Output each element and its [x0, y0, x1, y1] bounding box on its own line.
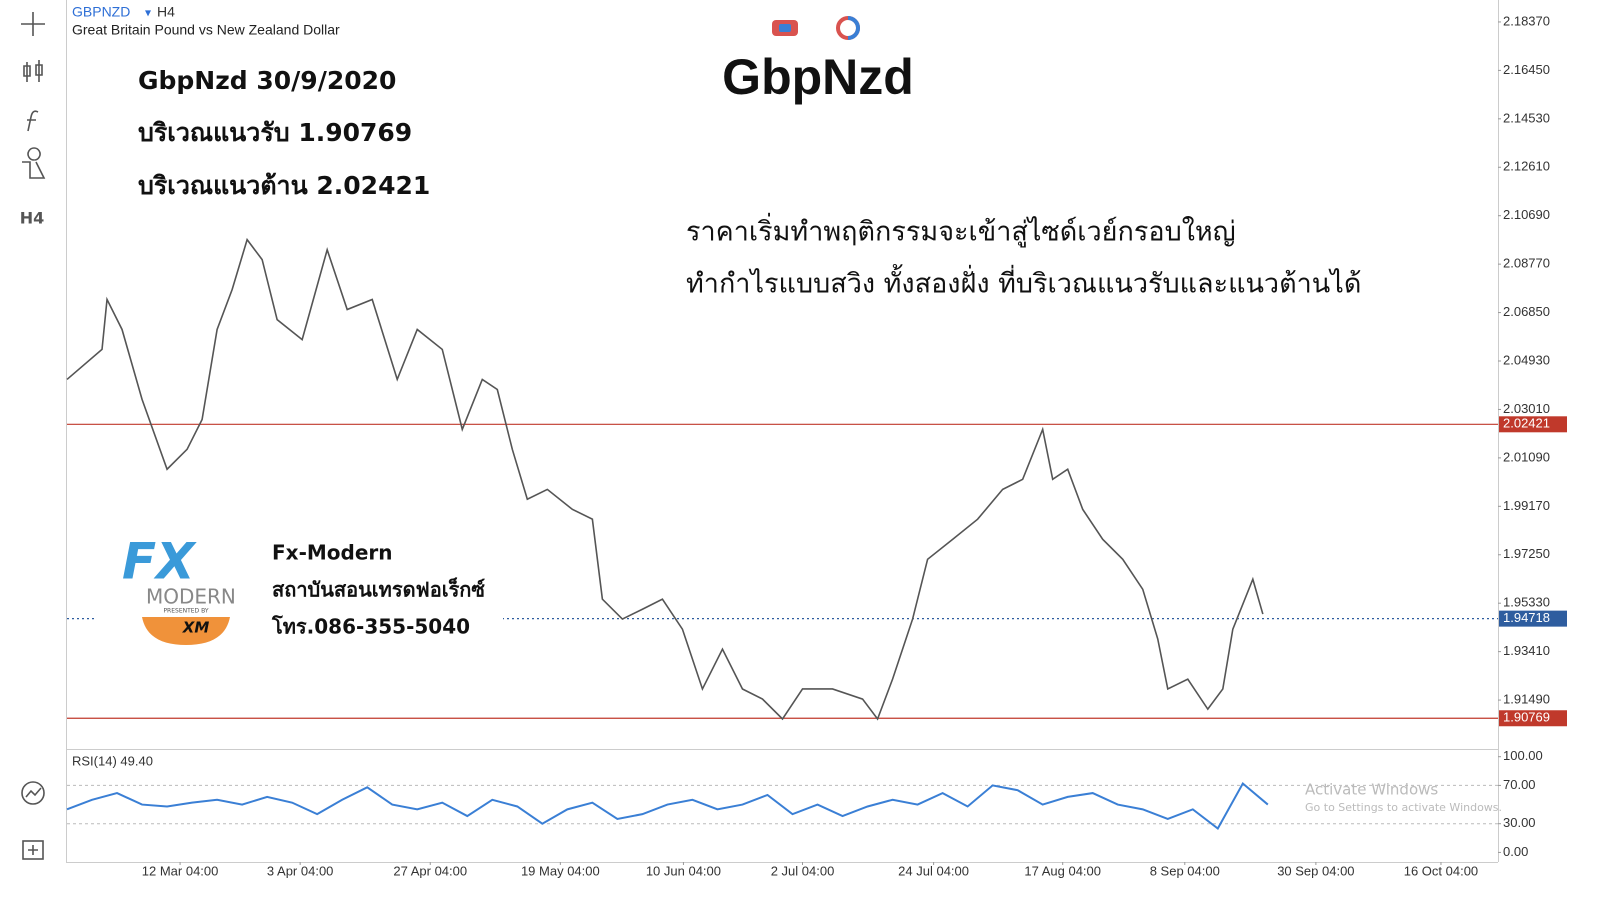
logo-phone: โทร.086-355-5040 [271, 615, 470, 639]
timeframe-button[interactable]: H4 [20, 209, 45, 228]
y-tick-label: 2.08770 [1503, 256, 1550, 271]
header-timeframe: H4 [157, 4, 175, 20]
y-tick-label: 30.00 [1503, 815, 1536, 830]
x-tick-label: 2 Jul 04:00 [771, 863, 835, 878]
x-tick-label: 24 Jul 04:00 [898, 863, 969, 878]
y-tick-label: 2.10690 [1503, 207, 1550, 222]
note-line2: ทำกำไรแบบสวิง ทั้งสองฝั่ง ที่บริเวณแนวรั… [686, 264, 1361, 300]
y-tick-label: 70.00 [1503, 777, 1536, 792]
clock-icon-half [847, 16, 860, 40]
y-tick-label: 1.99170 [1503, 498, 1550, 513]
price-level-tag [1499, 610, 1567, 627]
swap-icon-inner [779, 24, 791, 32]
watermark-line2: Go to Settings to activate Windows. [1305, 801, 1502, 814]
y-tick-label: 1.95330 [1503, 595, 1550, 610]
price-level-label: 1.90769 [1503, 710, 1550, 725]
x-tick-label: 19 May 04:00 [521, 863, 600, 878]
watermark-line1: Activate Windows [1305, 781, 1438, 799]
support-note: บริเวณแนวรับ 1.90769 [138, 118, 412, 147]
big-title: GbpNzd [722, 49, 914, 105]
x-tick-label: 12 Mar 04:00 [142, 863, 219, 878]
logo-word: MODERN [146, 585, 236, 609]
resistance-note: บริเวณแนวต้าน 2.02421 [138, 171, 430, 200]
add-icon[interactable] [22, 840, 44, 860]
drawing-icon[interactable] [22, 147, 46, 179]
y-tick-label: 2.03010 [1503, 401, 1550, 416]
y-tick-label: 2.16450 [1503, 62, 1550, 77]
candles-icon[interactable] [23, 60, 43, 82]
y-tick-label: 1.91490 [1503, 692, 1550, 707]
logo: FX MODERN PRESENTED BY XM Fx-Modern สถาบ… [95, 528, 503, 668]
rsi-title: RSI(14) 49.40 [72, 753, 153, 768]
logo-backdrop [95, 528, 503, 668]
indicator-icon[interactable] [27, 110, 39, 132]
y-tick-label: 1.97250 [1503, 546, 1550, 561]
top-icons [772, 16, 860, 40]
x-tick-label: 17 Aug 04:00 [1024, 863, 1101, 878]
logo-badge [142, 617, 230, 645]
price-level-tag [1499, 710, 1567, 727]
left-toolbar [0, 0, 66, 900]
logo-name: Fx-Modern [272, 541, 393, 565]
y-tick-label: 2.12610 [1503, 159, 1550, 174]
symbol-description: Great Britain Pound vs New Zealand Dolla… [72, 22, 340, 38]
symbol[interactable]: GBPNZD [72, 4, 130, 20]
price-line [66, 237, 1264, 721]
y-tick-label: 100.00 [1503, 748, 1543, 763]
y-tick-label: 2.01090 [1503, 449, 1550, 464]
logo-broker: XM [182, 619, 210, 637]
compare-icon-line [25, 787, 42, 798]
note-line1: ราคาเริ่มทำพฤติกรรมจะเข้าสู่ไซด์เวย์กรอบ… [686, 213, 1236, 248]
y-tick-label: 2.04930 [1503, 352, 1550, 367]
y-tick-label: 1.93410 [1503, 643, 1550, 658]
logo-presented: PRESENTED BY [163, 608, 208, 615]
toolbar-icons [21, 12, 46, 860]
logo-mark: FX [122, 533, 197, 591]
compare-icon[interactable] [21, 781, 45, 805]
x-tick-label: 3 Apr 04:00 [267, 863, 334, 878]
price-level-label: 1.94718 [1503, 610, 1550, 625]
crosshair-icon[interactable] [21, 12, 45, 36]
y-tick-label: 2.14530 [1503, 110, 1550, 125]
y-tick-label: 2.18370 [1503, 13, 1550, 28]
x-tick-label: 16 Oct 04:00 [1404, 863, 1478, 878]
symbol-dropdown[interactable]: ▾ [145, 6, 151, 20]
y-tick-label: 2.06850 [1503, 304, 1550, 319]
x-tick-label: 30 Sep 04:00 [1277, 863, 1354, 878]
x-tick-label: 8 Sep 04:00 [1150, 863, 1220, 878]
price-level-tag [1499, 416, 1567, 433]
rsi-line [66, 781, 1269, 830]
add-icon-plus [28, 845, 38, 855]
y-tick-label: 0.00 [1503, 844, 1528, 859]
x-tick-label: 10 Jun 04:00 [646, 863, 721, 878]
date-title: GbpNzd 30/9/2020 [138, 66, 396, 95]
x-tick-label: 27 Apr 04:00 [393, 863, 467, 878]
price-level-label: 2.02421 [1503, 416, 1550, 431]
logo-institute: สถาบันสอนเทรดฟอเร็กซ์ [272, 577, 485, 602]
